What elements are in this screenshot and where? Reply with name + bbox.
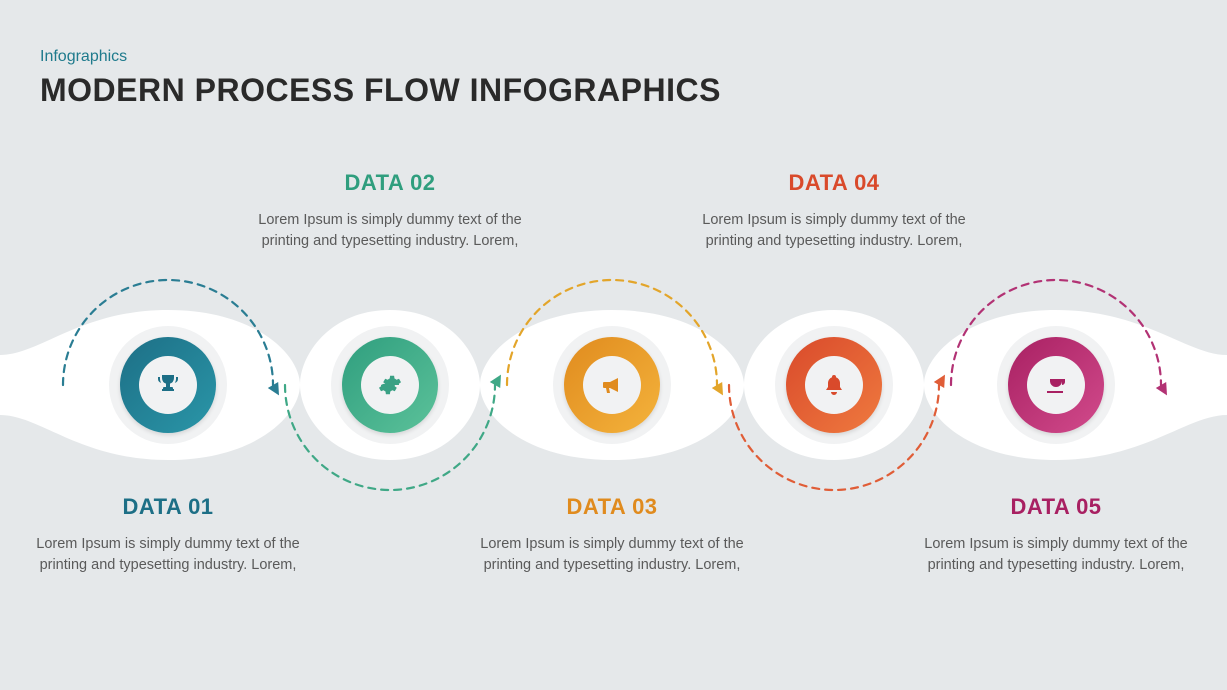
step2-circle xyxy=(331,326,449,444)
gear-icon xyxy=(378,373,402,397)
page-subtitle: Infographics xyxy=(40,48,1187,66)
step3-label-block: DATA 03 Lorem Ipsum is simply dummy text… xyxy=(462,494,762,576)
step1-label-block: DATA 01 Lorem Ipsum is simply dummy text… xyxy=(18,494,318,576)
cup-icon xyxy=(1044,373,1068,397)
step2-ring xyxy=(342,337,438,433)
step3-body: Lorem Ipsum is simply dummy text of the … xyxy=(462,534,762,576)
page-title: MODERN PROCESS FLOW INFOGRAPHICS xyxy=(40,72,1187,109)
step2-label-block: DATA 02 Lorem Ipsum is simply dummy text… xyxy=(240,170,540,252)
step5-label-block: DATA 05 Lorem Ipsum is simply dummy text… xyxy=(906,494,1206,576)
step4-title: DATA 04 xyxy=(684,170,984,196)
step2-body: Lorem Ipsum is simply dummy text of the … xyxy=(240,210,540,252)
step1-circle xyxy=(109,326,227,444)
step1-ring xyxy=(120,337,216,433)
step5-circle xyxy=(997,326,1115,444)
step4-body: Lorem Ipsum is simply dummy text of the … xyxy=(684,210,984,252)
step4-label-block: DATA 04 Lorem Ipsum is simply dummy text… xyxy=(684,170,984,252)
step5-body: Lorem Ipsum is simply dummy text of the … xyxy=(906,534,1206,576)
step3-title: DATA 03 xyxy=(462,494,762,520)
step4-inner xyxy=(805,356,863,414)
step4-circle xyxy=(775,326,893,444)
step3-circle xyxy=(553,326,671,444)
step1-inner xyxy=(139,356,197,414)
megaphone-icon xyxy=(600,373,624,397)
header: Infographics MODERN PROCESS FLOW INFOGRA… xyxy=(0,0,1227,109)
step4-ring xyxy=(786,337,882,433)
bell-icon xyxy=(822,373,846,397)
step1-body: Lorem Ipsum is simply dummy text of the … xyxy=(18,534,318,576)
step3-ring xyxy=(564,337,660,433)
process-flow xyxy=(0,300,1227,470)
step1-title: DATA 01 xyxy=(18,494,318,520)
step2-inner xyxy=(361,356,419,414)
trophy-icon xyxy=(156,373,180,397)
step5-title: DATA 05 xyxy=(906,494,1206,520)
step5-inner xyxy=(1027,356,1085,414)
step5-ring xyxy=(1008,337,1104,433)
step3-inner xyxy=(583,356,641,414)
step2-title: DATA 02 xyxy=(240,170,540,196)
